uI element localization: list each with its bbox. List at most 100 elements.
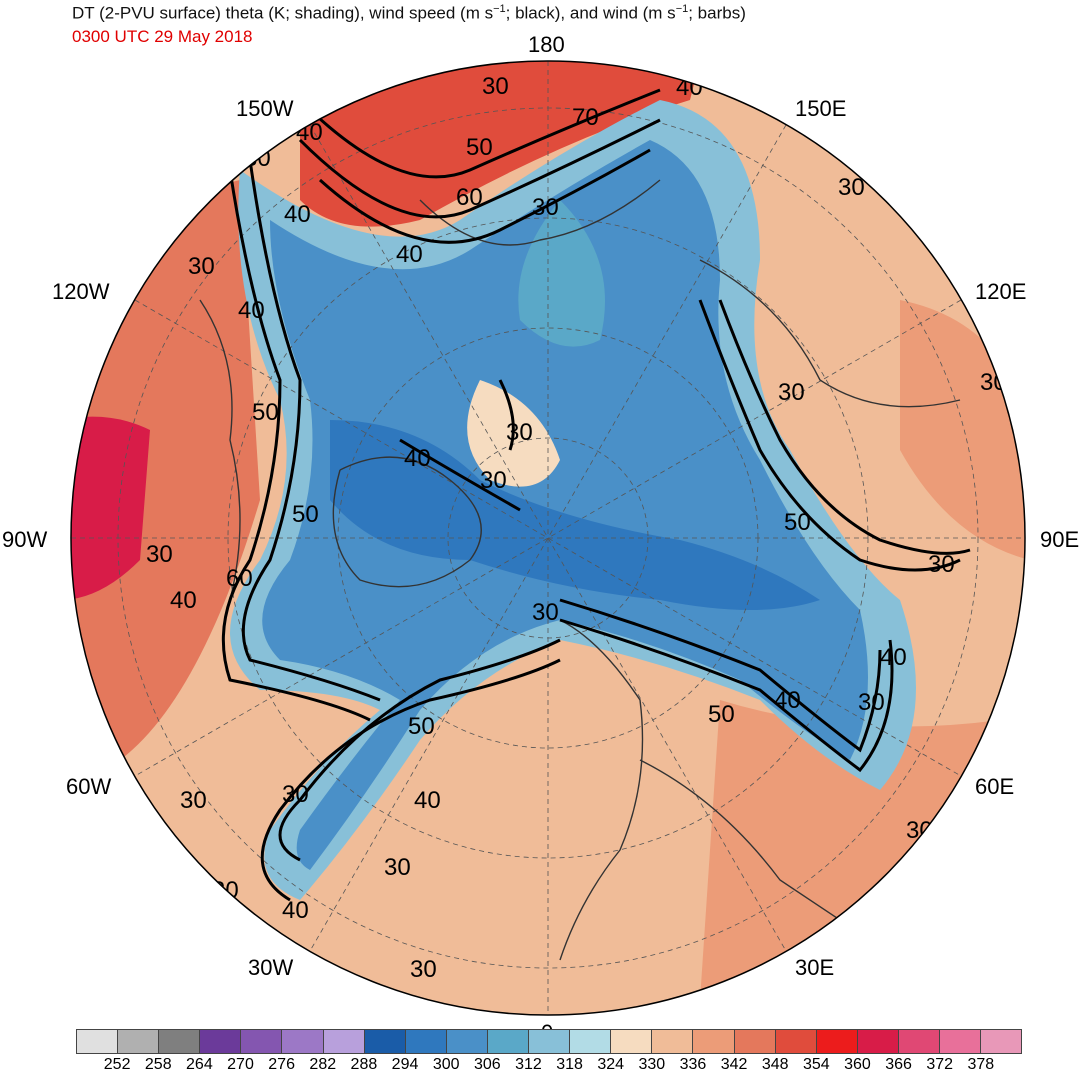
contour-label: 30 bbox=[838, 174, 865, 201]
colorbar-swatch bbox=[364, 1030, 406, 1053]
contour-label: 50 bbox=[708, 701, 735, 728]
colorbar-swatch bbox=[734, 1030, 776, 1053]
colorbar-swatch bbox=[446, 1030, 488, 1053]
colorbar-swatch bbox=[282, 1030, 324, 1053]
colorbar-tick-label: 318 bbox=[556, 1056, 583, 1073]
contour-label: 30 bbox=[410, 956, 437, 983]
colorbar-swatch bbox=[118, 1030, 160, 1053]
colorbar-tick-label: 360 bbox=[844, 1056, 871, 1073]
colorbar-tick-label: 252 bbox=[103, 1056, 131, 1073]
colorbar-tick-label: 300 bbox=[432, 1056, 460, 1073]
colorbar-swatch bbox=[693, 1030, 735, 1053]
contour-label: 40 bbox=[284, 201, 311, 228]
hot-region-west bbox=[71, 416, 150, 600]
colorbar-swatch bbox=[323, 1030, 365, 1053]
coldest-core bbox=[330, 420, 820, 610]
title-exponent-2: −1 bbox=[675, 3, 689, 15]
contour-label: 30 bbox=[188, 253, 215, 280]
colorbar-swatch bbox=[570, 1030, 612, 1053]
colorbar-tick-label: 288 bbox=[350, 1056, 378, 1073]
lon-label-150e: 150E bbox=[795, 96, 846, 121]
contour-label: 60 bbox=[456, 184, 483, 211]
valid-time: 0300 UTC 29 May 2018 bbox=[72, 27, 253, 46]
contour-label: 50 bbox=[292, 501, 319, 528]
contour-label: 40 bbox=[396, 241, 423, 268]
colorbar-swatch bbox=[981, 1030, 1022, 1053]
contour-label: 40 bbox=[880, 644, 907, 671]
title-text-2: ; black), and wind (m s bbox=[505, 3, 676, 23]
wind-speed-contours bbox=[221, 88, 971, 902]
colorbar-tick-label: 342 bbox=[720, 1056, 748, 1073]
colorbar-tick-label: 348 bbox=[761, 1056, 789, 1073]
contour-label: 50 bbox=[784, 509, 811, 536]
colorbar-swatch bbox=[611, 1030, 653, 1053]
colorbar-labels: 252 258 264 270 276 282 288 294 300 306 312 318 324 3… bbox=[76, 1056, 1022, 1076]
cold-trough-core bbox=[262, 140, 868, 870]
contour-label: 30 bbox=[858, 689, 885, 716]
colorbar-tick-label: 264 bbox=[186, 1056, 213, 1073]
colorbar-tick-label: 312 bbox=[515, 1056, 542, 1073]
map-boundary bbox=[70, 60, 1026, 1016]
colorbar-swatch bbox=[939, 1030, 982, 1053]
colorbar-swatch bbox=[77, 1030, 119, 1053]
lon-label-30w: 30W bbox=[248, 955, 293, 980]
colorbar-swatch bbox=[816, 1030, 858, 1053]
contour-label: 40 bbox=[282, 897, 309, 924]
lon-label-60e: 60E bbox=[975, 774, 1014, 799]
graticule bbox=[71, 61, 1025, 1015]
colorbar bbox=[76, 1029, 1022, 1054]
lon-label-60w: 60W bbox=[66, 774, 111, 799]
colorbar-tick-label: 270 bbox=[227, 1056, 254, 1073]
map-title: DT (2-PVU surface) theta (K; shading), w… bbox=[72, 3, 746, 24]
lon-label-150w: 150W bbox=[236, 96, 294, 121]
lon-label-90w: 90W bbox=[2, 527, 47, 552]
colorbar-tick-label: 306 bbox=[473, 1056, 501, 1073]
colorbar-swatch bbox=[200, 1030, 242, 1053]
contour-label: 40 bbox=[774, 687, 801, 714]
colorbar-swatch bbox=[487, 1030, 530, 1053]
contour-label: 40 bbox=[676, 74, 703, 101]
title-text-1: DT (2-PVU surface) theta (K; shading), w… bbox=[72, 3, 494, 23]
contour-label: 40 bbox=[296, 119, 323, 146]
colorbar-swatch bbox=[159, 1030, 201, 1053]
title-text-3: ; barbs) bbox=[688, 3, 746, 23]
colorbar-swatch bbox=[857, 1030, 899, 1053]
title-exponent-1: −1 bbox=[493, 3, 506, 15]
contour-label: 30 bbox=[480, 467, 507, 494]
contour-label: 30 bbox=[532, 194, 559, 221]
contour-label: 50 bbox=[252, 399, 279, 426]
warm-region-north bbox=[300, 61, 700, 227]
contour-label-group: 30 70 50 60 40 40 30 40 40 30 30 30 40 5… bbox=[146, 73, 1007, 983]
colorbar-tick-label: 294 bbox=[391, 1056, 419, 1073]
contour-label: 30 bbox=[482, 73, 509, 100]
colorbar-swatch bbox=[775, 1030, 817, 1053]
contour-label: 50 bbox=[466, 134, 493, 161]
colorbar-tick-label: 330 bbox=[638, 1056, 666, 1073]
lon-label-180: 180 bbox=[528, 32, 565, 57]
colorbar-swatch bbox=[405, 1030, 447, 1053]
lon-label-120e: 120E bbox=[975, 279, 1026, 304]
colorbar-tick-label: 366 bbox=[885, 1056, 912, 1073]
contour-label: 30 bbox=[506, 419, 533, 446]
contour-label: 40 bbox=[414, 787, 441, 814]
colorbar-tick-label: 372 bbox=[926, 1056, 954, 1073]
colorbar-tick-label: 354 bbox=[802, 1056, 830, 1073]
colorbar-swatch bbox=[898, 1030, 940, 1053]
contour-label: 40 bbox=[404, 445, 431, 472]
contour-label: 30 bbox=[282, 781, 309, 808]
cold-patch-north bbox=[518, 200, 605, 347]
contour-label: 30 bbox=[778, 379, 805, 406]
contour-label: 40 bbox=[170, 587, 197, 614]
colorbar-tick-label: 276 bbox=[268, 1056, 295, 1073]
longitude-label-group: 180 150E 120E 90E 60E 30E 0 30W 60W 90W … bbox=[2, 32, 1079, 1045]
contour-label: 60 bbox=[226, 565, 253, 592]
colorbar-swatch bbox=[529, 1030, 571, 1053]
colorbar-tick-label: 282 bbox=[309, 1056, 337, 1073]
lon-label-90e: 90E bbox=[1040, 527, 1079, 552]
contour-label: 30 bbox=[532, 599, 559, 626]
contour-label: 30 bbox=[928, 551, 955, 578]
contour-label: 30 bbox=[384, 854, 411, 881]
map-disc: 30 70 50 60 40 40 30 40 40 30 30 30 40 5… bbox=[71, 61, 1025, 1015]
contour-label: 70 bbox=[572, 104, 599, 131]
